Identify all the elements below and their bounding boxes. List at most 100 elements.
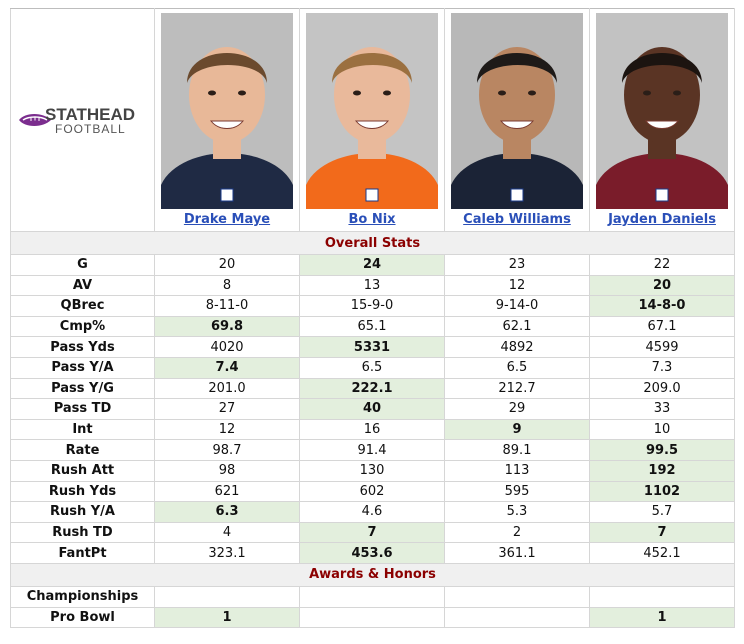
player-header-drake-maye: Drake Maye — [154, 8, 300, 232]
left-eye — [643, 90, 651, 96]
stat-row-g: G 20 24 23 22 — [10, 254, 735, 276]
stat-value-bo-nix: 13 — [299, 274, 445, 297]
nfl-shield-icon — [220, 188, 234, 202]
hair — [622, 53, 702, 83]
smile — [354, 120, 390, 129]
stat-value-jayden-daniels: 99.5 — [589, 439, 735, 461]
right-eye — [383, 90, 391, 96]
player-photo[interactable] — [306, 13, 438, 209]
stat-value-drake-maye: 323.1 — [154, 542, 300, 564]
left-eye — [208, 90, 216, 96]
stat-value-drake-maye: 69.8 — [154, 315, 300, 338]
stat-value-jayden-daniels: 10 — [589, 418, 735, 441]
stat-value-drake-maye: 98.7 — [154, 439, 300, 461]
stat-value-bo-nix: 65.1 — [299, 315, 445, 338]
stat-value-bo-nix: 222.1 — [299, 377, 445, 400]
jersey — [161, 153, 293, 209]
stat-row-av: AV 8 13 12 20 — [10, 274, 735, 297]
stat-label: Cmp% — [10, 315, 155, 338]
stat-value-caleb-williams: 113 — [444, 459, 590, 482]
stat-value-caleb-williams: 23 — [444, 254, 590, 276]
stat-value-drake-maye: 8-11-0 — [154, 295, 300, 317]
stat-value-caleb-williams: 9-14-0 — [444, 295, 590, 317]
jersey — [306, 153, 438, 209]
stat-label: Pass Yds — [10, 336, 155, 358]
stat-value-drake-maye: 27 — [154, 398, 300, 420]
left-eye — [498, 90, 506, 96]
stathead-football-logo[interactable]: STATHEAD FOOTBALL — [17, 105, 157, 136]
stat-row-championships: Championships — [10, 585, 735, 608]
stat-value-bo-nix: 6.5 — [299, 356, 445, 379]
stat-label: Rush TD — [10, 521, 155, 544]
stat-label: Rate — [10, 439, 155, 461]
stat-value-bo-nix: 40 — [299, 398, 445, 420]
stat-value-caleb-williams: 9 — [444, 418, 590, 441]
stat-value-caleb-williams: 62.1 — [444, 315, 590, 338]
hair — [332, 53, 412, 83]
logo-line-1: STATHEAD — [45, 105, 136, 124]
stat-label: Championships — [10, 585, 155, 608]
stat-value-jayden-daniels: 20 — [589, 274, 735, 297]
stat-row-rush-yds: Rush Yds 621 602 595 1102 — [10, 480, 735, 503]
stat-value-drake-maye: 12 — [154, 418, 300, 441]
stat-value-bo-nix: 602 — [299, 480, 445, 503]
player-card: Jayden Daniels — [590, 9, 734, 229]
player-photo[interactable] — [451, 13, 583, 209]
player-name-link[interactable]: Bo Nix — [348, 212, 396, 227]
stat-value-jayden-daniels — [589, 585, 735, 608]
stat-value-drake-maye: 4020 — [154, 336, 300, 358]
stat-row-pass-y-g: Pass Y/G 201.0 222.1 212.7 209.0 — [10, 377, 735, 400]
player-card: Caleb Williams — [445, 9, 589, 229]
face — [479, 47, 555, 143]
right-eye — [673, 90, 681, 96]
right-eye — [528, 90, 536, 96]
stat-value-jayden-daniels: 33 — [589, 398, 735, 420]
stat-value-caleb-williams: 5.3 — [444, 501, 590, 523]
stat-value-bo-nix: 4.6 — [299, 501, 445, 523]
player-name-link[interactable]: Drake Maye — [183, 212, 271, 227]
face — [189, 47, 265, 143]
player-name-link[interactable]: Caleb Williams — [463, 212, 571, 227]
section-header-overall: Overall Stats — [10, 231, 735, 255]
stat-label: Int — [10, 418, 155, 441]
stat-value-jayden-daniels: 452.1 — [589, 542, 735, 564]
stat-value-caleb-williams — [444, 606, 590, 629]
player-portrait — [451, 13, 583, 209]
stat-value-jayden-daniels: 22 — [589, 254, 735, 276]
player-photo[interactable] — [161, 13, 293, 209]
stat-value-bo-nix: 5331 — [299, 336, 445, 358]
logo-cell: STATHEAD FOOTBALL — [10, 8, 157, 232]
player-portrait — [596, 13, 728, 209]
stat-value-caleb-williams: 6.5 — [444, 356, 590, 379]
hair — [477, 53, 557, 83]
stat-row-qbrec: QBrec 8-11-0 15-9-0 9-14-0 14-8-0 — [10, 295, 735, 317]
stat-row-cmp: Cmp% 69.8 65.1 62.1 67.1 — [10, 315, 735, 338]
stat-value-bo-nix: 15-9-0 — [299, 295, 445, 317]
player-header-caleb-williams: Caleb Williams — [444, 8, 590, 232]
right-eye — [238, 90, 246, 96]
stat-value-caleb-williams: 29 — [444, 398, 590, 420]
stat-row-int: Int 12 16 9 10 — [10, 418, 735, 441]
stat-row-pass-y-a: Pass Y/A 7.4 6.5 6.5 7.3 — [10, 356, 735, 379]
stat-row-rush-td: Rush TD 4 7 2 7 — [10, 521, 735, 544]
stat-value-bo-nix: 453.6 — [299, 542, 445, 564]
football-icon — [19, 114, 51, 126]
stat-value-drake-maye: 4 — [154, 521, 300, 544]
stat-value-caleb-williams: 4892 — [444, 336, 590, 358]
stat-value-drake-maye: 6.3 — [154, 501, 300, 523]
player-name-link[interactable]: Jayden Daniels — [608, 212, 716, 227]
stat-value-caleb-williams: 595 — [444, 480, 590, 503]
player-photo[interactable] — [596, 13, 728, 209]
player-header-jayden-daniels: Jayden Daniels — [589, 8, 735, 232]
stat-value-jayden-daniels: 4599 — [589, 336, 735, 358]
player-portrait — [306, 13, 438, 209]
stat-row-pass-td: Pass TD 27 40 29 33 — [10, 398, 735, 420]
stat-label: AV — [10, 274, 155, 297]
stat-value-jayden-daniels: 67.1 — [589, 315, 735, 338]
nfl-shield-icon — [365, 188, 379, 202]
stat-label: Pro Bowl — [10, 606, 155, 629]
stat-row-pass-yds: Pass Yds 4020 5331 4892 4599 — [10, 336, 735, 358]
comparison-panel: STATHEAD FOOTBALL Drake Maye Bo Nix Caleb … — [10, 8, 735, 629]
stat-value-caleb-williams: 361.1 — [444, 542, 590, 564]
comparison-table: STATHEAD FOOTBALL Drake Maye Bo Nix Caleb … — [10, 8, 735, 629]
